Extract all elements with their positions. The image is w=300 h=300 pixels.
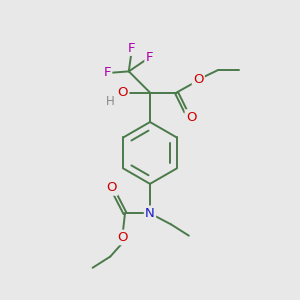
Text: F: F bbox=[128, 42, 136, 55]
Text: F: F bbox=[103, 66, 111, 80]
Text: O: O bbox=[117, 231, 127, 244]
Text: O: O bbox=[186, 110, 196, 124]
Text: O: O bbox=[193, 73, 203, 86]
Text: O: O bbox=[118, 86, 128, 99]
Text: H: H bbox=[106, 95, 115, 108]
Text: O: O bbox=[106, 182, 117, 194]
Text: N: N bbox=[145, 207, 155, 220]
Text: F: F bbox=[146, 51, 153, 64]
